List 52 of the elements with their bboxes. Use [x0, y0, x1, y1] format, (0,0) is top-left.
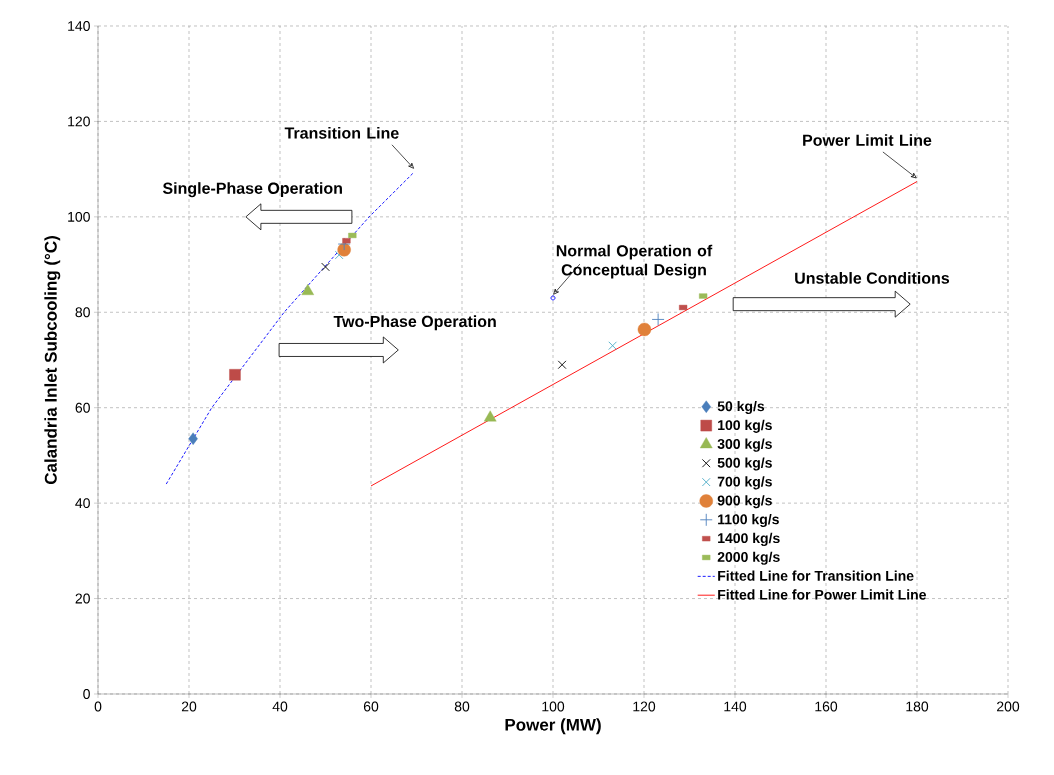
x-tick-label: 0 [94, 701, 102, 712]
point [229, 369, 241, 381]
legend-label: 2000 kg/s [717, 551, 780, 565]
point [679, 304, 688, 311]
legend-label: Fitted Line for Power Limit Line [718, 589, 926, 600]
point [557, 360, 567, 370]
x-tick-label: 20 [181, 701, 197, 712]
annotation: Power Limit Line [803, 134, 932, 146]
x-tick-label: 80 [454, 701, 470, 712]
x-tick-label: 100 [542, 701, 565, 712]
legend-label: 900 kg/s [717, 495, 772, 509]
legend-label: 300 kg/s [717, 438, 772, 452]
line-series [165, 171, 415, 485]
legend-label: 500 kg/s [717, 457, 772, 471]
y-axis-title: Calandria Inlet Subcooling (°C) [44, 236, 61, 485]
legend-label: 700 kg/s [717, 476, 772, 490]
legend-label: 100 kg/s [718, 419, 772, 433]
x-tick-label: 140 [724, 701, 747, 712]
legend-label: Fitted Line for Transition Line [718, 570, 914, 581]
annotation: Unstable Conditions [795, 272, 950, 284]
y-tick-label: 40 [75, 498, 90, 509]
point [321, 262, 330, 272]
y-tick-label: 0 [83, 689, 90, 699]
point [334, 250, 344, 260]
x-tick-label: 200 [997, 701, 1020, 712]
annotation: Two-Phase Operation [333, 315, 496, 331]
x-tick-label: 120 [633, 701, 656, 712]
legend-label: 50 kg/s [717, 400, 765, 415]
x-tick-label: 160 [815, 701, 838, 712]
y-tick-label: 80 [75, 307, 90, 318]
y-tick-label: 100 [68, 211, 90, 222]
point [348, 232, 357, 239]
y-tick-label: 120 [68, 116, 90, 127]
x-axis-title: Power (MW) [505, 718, 601, 735]
annotation: Normal Operation of Conceptual Design [556, 244, 713, 279]
legend-label: 1400 kg/s [718, 532, 780, 546]
legend-label: 1100 kg/s [718, 513, 779, 528]
point [483, 410, 497, 422]
annotation: Transition Line [284, 126, 399, 139]
point [637, 322, 652, 337]
point [188, 432, 198, 445]
x-tick-label: 180 [906, 701, 929, 712]
x-tick-label: 60 [363, 701, 379, 712]
y-tick-label: 140 [68, 21, 90, 31]
y-tick-label: 20 [75, 593, 90, 604]
point [301, 284, 315, 295]
y-tick-label: 60 [75, 402, 90, 413]
point [550, 295, 556, 301]
point [608, 341, 617, 351]
annotation: Single-Phase Operation [162, 182, 342, 198]
x-tick-label: 40 [272, 701, 288, 712]
point [651, 312, 665, 326]
